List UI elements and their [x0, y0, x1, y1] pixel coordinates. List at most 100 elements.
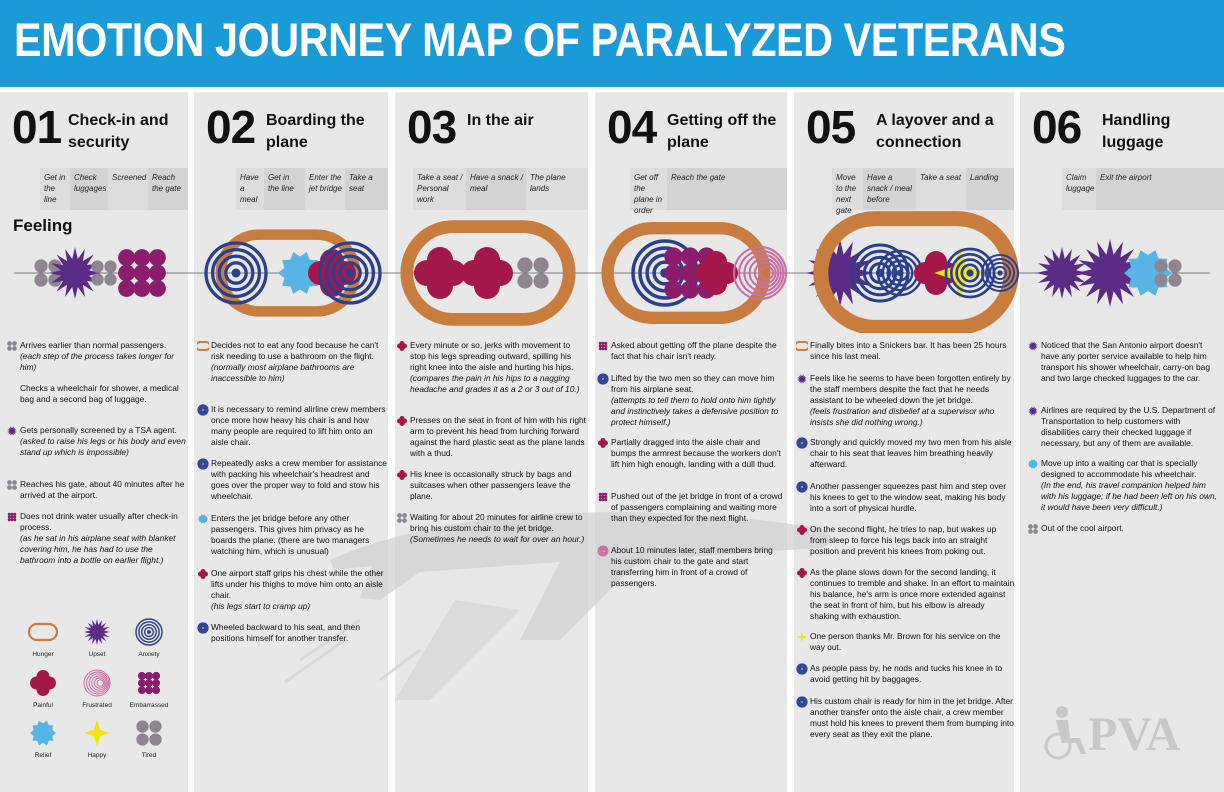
upset-icon: [7, 426, 17, 436]
anxiety-icon: [197, 404, 209, 416]
substep-label: Reach the gate: [148, 168, 188, 210]
journey-note: As people pass by, he nods and tucks his…: [796, 663, 1015, 685]
title-bar: EMOTION JOURNEY MAP OF PARALYZED VETERAN…: [0, 0, 1224, 87]
substep-label: Get off the plane in order: [630, 168, 667, 215]
note-text: About 10 minutes later, staff members br…: [611, 545, 773, 588]
legend-label: Hunger: [32, 651, 54, 658]
anxiety-icon: [796, 437, 808, 449]
painful-icon: [397, 341, 407, 351]
embarrassed-icon: [598, 492, 608, 502]
legend-label: Tired: [141, 752, 157, 759]
relief-icon: [1028, 459, 1038, 469]
legend-label: Painful: [33, 702, 53, 709]
anxiety-icon: [796, 696, 808, 708]
painful-icon: [797, 525, 807, 535]
hunger-icon: [813, 211, 1019, 333]
legend-label: Anxiety: [138, 651, 160, 658]
frustrated-icon: [83, 669, 111, 697]
note-text: Feels like he seems to have been forgott…: [810, 373, 1011, 405]
note-detail: (In the end, his travel companion helped…: [1041, 480, 1217, 512]
anxiety-icon: [981, 254, 1019, 292]
embarrassed-icon: [598, 341, 608, 351]
anxiety-icon: [796, 481, 808, 493]
upset-icon: [7, 426, 17, 436]
note-text: Checks a wheelchair for shower, a medica…: [20, 383, 179, 404]
relief-icon: [30, 720, 56, 746]
anxiety-icon: [197, 458, 209, 470]
note-text: Every minute or so, jerks with movement …: [410, 340, 574, 372]
journey-note: Noticed that the San Antonio airport doe…: [1028, 340, 1219, 384]
anxiety-icon: [796, 481, 808, 493]
journey-note: His knee is occasionally struck by bags …: [397, 469, 587, 502]
frustrated-icon: [732, 245, 788, 301]
tired-icon: [397, 513, 407, 523]
note-detail: (his legs start to cramp up): [211, 601, 311, 611]
journey-note: Pushed out of the jet bridge in front of…: [598, 491, 785, 524]
step-title: Getting off the plane: [667, 112, 777, 151]
embarrassed-icon: [137, 671, 161, 695]
tired-icon: [7, 480, 17, 490]
legend-happy: Happy: [72, 718, 122, 759]
note-text: Another passenger squeezes past him and …: [810, 481, 1007, 513]
substep-label: Take a seat / Personal work: [413, 168, 466, 210]
happy-icon: [797, 632, 807, 642]
anxiety-icon: [597, 373, 609, 385]
note-text: Out of the cool airport.: [1041, 523, 1124, 533]
journey-note: About 10 minutes later, staff members br…: [597, 545, 785, 589]
journey-note: On the second flight, he tries to nap, b…: [797, 524, 1015, 557]
anxiety-icon: [197, 458, 209, 470]
journey-note: Enters the jet bridge before any other p…: [198, 513, 387, 557]
painful-icon: [797, 568, 807, 578]
legend-upset: Upset: [72, 617, 122, 658]
anxiety-icon: [597, 373, 609, 385]
anxiety-icon: [197, 622, 209, 634]
embarrassed-icon: [7, 512, 17, 522]
journey-note: Another passenger squeezes past him and …: [796, 481, 1015, 514]
substep-label: Claim luggage: [1062, 168, 1096, 210]
tired-icon: [7, 341, 17, 351]
relief-icon: [278, 252, 322, 294]
journey-note: Arrives earlier than normal passengers.(…: [7, 340, 186, 373]
note-text: Repeatedly asks a crew member for assist…: [211, 458, 387, 501]
frustrated-icon: [83, 669, 111, 697]
note-detail: (feels frustration and disbelief at a su…: [810, 406, 995, 427]
painful-icon: [397, 470, 407, 480]
relief-icon: [30, 720, 56, 746]
hunger-icon: [27, 622, 59, 642]
note-text: Gets personally screened by a TSA agent.: [20, 425, 177, 435]
anxiety-icon: [796, 663, 808, 675]
journey-note: Asked about getting off the plane despit…: [598, 340, 785, 362]
page-title: EMOTION JOURNEY MAP OF PARALYZED VETERAN…: [14, 13, 1066, 66]
happy-icon: [934, 247, 986, 299]
painful-icon: [414, 247, 466, 299]
note-text: Arrives earlier than normal passengers.: [20, 340, 167, 350]
journey-note: Wheeled backward to his seat, and then p…: [197, 622, 387, 644]
step-number: 05: [806, 101, 856, 153]
tired-icon: [7, 341, 17, 351]
legend-painful: Painful: [18, 668, 68, 709]
relief-icon: [198, 514, 208, 524]
substep-label: Screened: [108, 168, 148, 210]
note-detail: (normally most airplane bathrooms are in…: [211, 362, 355, 383]
note-text: Finally bites into a Snickers bar. It ha…: [810, 340, 1007, 361]
journey-note: It is necessary to remind alirline crew …: [197, 404, 387, 448]
step-number: 04: [607, 101, 657, 153]
hunger-icon: [197, 341, 209, 351]
tired-icon: [34, 259, 62, 287]
legend-tired: Tired: [124, 718, 174, 759]
substep-label: Take a seat: [916, 168, 966, 210]
journey-note: Reaches his gate, about 40 minutes after…: [7, 479, 186, 501]
journey-note: Decides not to eat any food because he c…: [197, 340, 387, 384]
note-text: Waiting for about 20 minutes for airline…: [410, 512, 583, 533]
step-number: 06: [1032, 101, 1082, 153]
anxiety-icon: [796, 437, 808, 449]
journey-note: Move up into a waiting car that is speci…: [1028, 458, 1219, 513]
painful-icon: [198, 569, 208, 579]
anxiety-icon: [944, 247, 996, 299]
painful-icon: [397, 470, 407, 480]
note-text: On the second flight, he tries to nap, b…: [810, 524, 997, 556]
happy-icon: [84, 720, 110, 746]
journey-note: Strongly and quickly moved my two men fr…: [796, 437, 1015, 470]
substep-label: Exit the airport: [1096, 168, 1224, 210]
hunger-icon: [400, 220, 576, 326]
